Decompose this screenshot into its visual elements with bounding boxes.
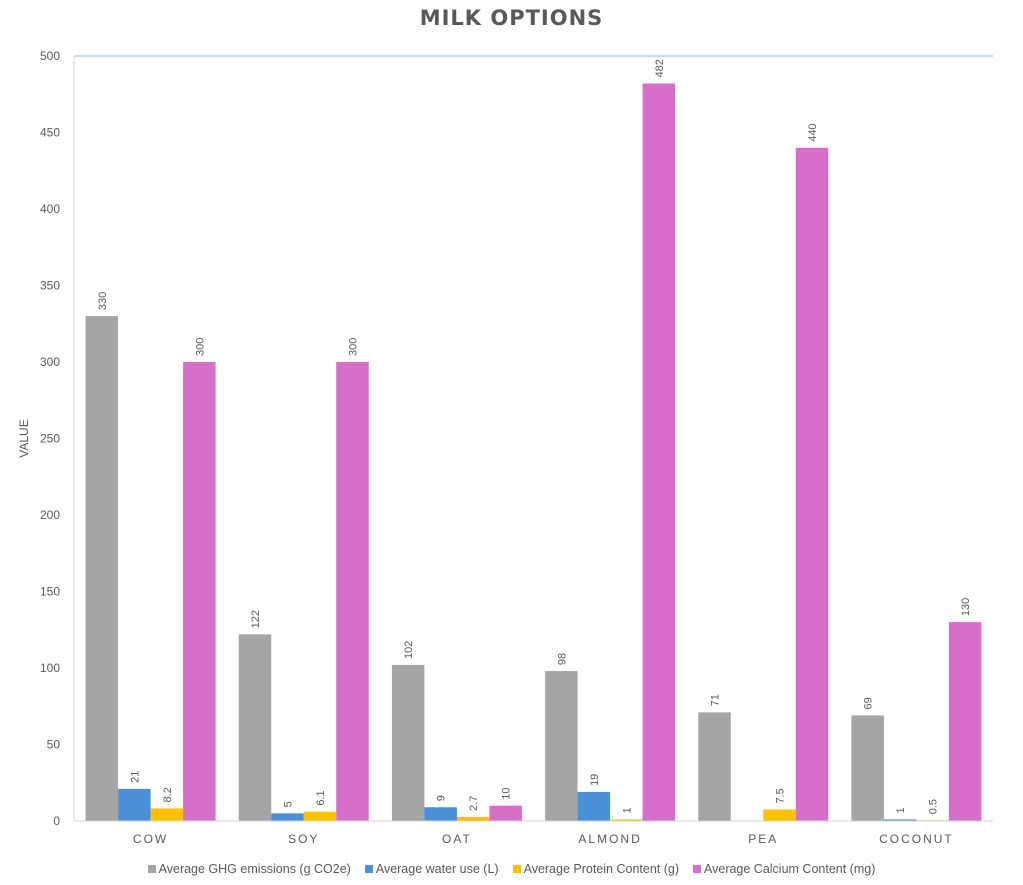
data-label: 0.5 <box>928 799 940 814</box>
data-label: 482 <box>654 59 666 77</box>
legend-item: Average Protein Content (g) <box>512 862 679 876</box>
bar <box>883 819 917 821</box>
bar <box>271 813 304 821</box>
x-tick-label: COW <box>133 832 168 846</box>
x-tick-label: COCONUT <box>879 832 954 846</box>
legend-swatch <box>693 865 701 873</box>
legend-label: Average GHG emissions (g CO2e) <box>158 862 351 876</box>
bar <box>238 634 272 821</box>
bar-chart: 0 50 100 150 200 250 300 350 400 450 500 VALUE COW 33… <box>17 49 993 846</box>
bar <box>545 671 578 821</box>
x-tick-label: PEA <box>748 832 778 846</box>
y-tick-label: 400 <box>40 202 60 216</box>
bar <box>183 362 216 821</box>
data-label: 1 <box>895 807 907 813</box>
data-label: 69 <box>863 697 875 709</box>
legend-swatch <box>512 865 521 873</box>
legend-label: Average Protein Content (g) <box>523 862 679 876</box>
legend: Average GHG emissions (g CO2e) Average wa… <box>0 862 1023 876</box>
y-tick-label: 50 <box>47 738 61 752</box>
legend-label: Average Calcium Content (mg) <box>704 862 876 876</box>
data-label: 10 <box>501 787 513 799</box>
x-tick-label: ALMOND <box>578 832 641 846</box>
bar <box>577 791 611 821</box>
y-tick-label: 250 <box>40 432 60 446</box>
x-tick-label: OAT <box>442 832 472 846</box>
data-label: 300 <box>194 338 206 356</box>
legend-item: Average water use (L) <box>364 862 499 876</box>
bar <box>336 362 369 821</box>
y-tick-label: 350 <box>40 279 60 293</box>
y-tick-label: 300 <box>40 355 60 369</box>
legend-swatch <box>147 865 156 873</box>
data-label: 5 <box>283 801 295 807</box>
data-label: 6.1 <box>315 790 327 805</box>
bar <box>763 809 796 821</box>
data-label: 8.2 <box>162 787 174 802</box>
y-tick-label: 150 <box>40 585 60 599</box>
bar <box>948 622 982 821</box>
bar <box>795 147 829 822</box>
data-label: 122 <box>250 610 262 628</box>
data-label: 71 <box>710 694 722 706</box>
legend-item: Average GHG emissions (g CO2e) <box>147 862 351 876</box>
data-label: 98 <box>556 653 568 665</box>
data-label: 1 <box>621 807 633 813</box>
x-tick-label: SOY <box>288 832 319 846</box>
data-label: 440 <box>807 123 819 141</box>
bar <box>118 788 151 821</box>
data-label: 300 <box>348 338 360 356</box>
bar <box>150 808 184 821</box>
bar <box>85 316 119 821</box>
legend-swatch <box>364 865 373 873</box>
y-tick-label: 0 <box>53 814 60 828</box>
bar <box>424 807 457 821</box>
bar <box>391 664 425 821</box>
bar <box>456 816 490 821</box>
y-tick-label: 500 <box>40 49 60 63</box>
bar <box>489 805 522 821</box>
data-label: 102 <box>403 641 415 659</box>
data-label: 330 <box>97 292 109 310</box>
y-tick-label: 100 <box>40 661 60 675</box>
bar <box>642 83 676 822</box>
legend-label: Average water use (L) <box>375 862 499 876</box>
legend-item: Average Calcium Content (mg) <box>693 862 875 876</box>
bar <box>851 715 884 821</box>
y-axis-title: VALUE <box>17 419 31 457</box>
data-label: 21 <box>129 771 141 783</box>
chart-title: MILK OPTIONS <box>419 6 604 30</box>
data-label: 130 <box>960 598 972 616</box>
bar <box>303 811 337 821</box>
data-label: 2.7 <box>468 796 480 811</box>
data-label: 7.5 <box>775 788 787 803</box>
bar <box>610 819 643 821</box>
y-tick-label: 200 <box>40 508 60 522</box>
data-label: 19 <box>589 774 601 786</box>
data-label: 9 <box>436 795 448 801</box>
y-tick-label: 450 <box>40 126 60 140</box>
bar <box>698 712 731 821</box>
